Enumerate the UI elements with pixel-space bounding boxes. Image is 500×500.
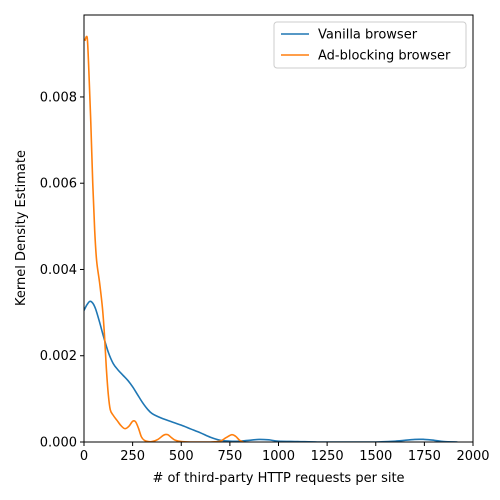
y-tick-label: 0.004 [40, 263, 77, 278]
x-axis-label: # of third-party HTTP requests per site [152, 471, 404, 486]
legend: Vanilla browser Ad-blocking browser [273, 21, 467, 69]
x-tick-label: 500 [169, 449, 194, 464]
x-tick-label: 2000 [456, 449, 489, 464]
y-tick-label: 0.006 [40, 177, 77, 192]
lines-layer [84, 35, 458, 442]
x-tick-label: 1500 [359, 449, 392, 464]
y-tick-label: 0.008 [40, 90, 77, 105]
legend-label: Vanilla browser [318, 28, 418, 43]
x-tick-label: 1750 [408, 449, 441, 464]
x-tick-label: 1250 [311, 449, 344, 464]
y-tick-label: 0.000 [40, 436, 77, 451]
x-tick-label: 250 [120, 449, 145, 464]
ticks-layer: 0 250 500 750 1000 1250 1500 1750 2000 0.000 0.002… [40, 90, 490, 464]
x-tick-label: 750 [217, 449, 242, 464]
x-tick-label: 0 [80, 449, 88, 464]
series-line-vanilla-browser [84, 300, 458, 442]
legend-box [273, 21, 467, 69]
x-tick-label: 1000 [262, 449, 295, 464]
y-tick-label: 0.002 [40, 349, 77, 364]
y-axis-label: Kernel Density Estimate [14, 150, 29, 306]
series-line-ad-blocking-browser [84, 35, 244, 442]
plot-frame [83, 14, 474, 443]
legend-label: Ad-blocking browser [318, 49, 451, 64]
